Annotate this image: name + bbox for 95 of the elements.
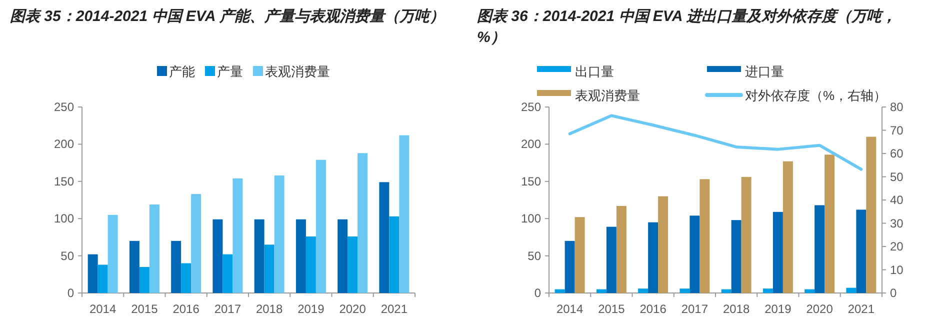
bar: [866, 136, 876, 293]
y-tick-label: 0: [534, 286, 542, 300]
bar: [824, 154, 835, 293]
x-tick-label: 2017: [681, 302, 708, 316]
y-tick-label: 200: [54, 137, 74, 152]
x-tick-label: 2018: [722, 302, 750, 316]
legend-label: 表观消费量: [575, 88, 640, 103]
legend-label: 产量: [217, 64, 243, 79]
bar: [379, 182, 390, 293]
x-tick-label: 2020: [339, 302, 366, 316]
bar: [399, 135, 410, 293]
y-tick-label: 50: [528, 248, 542, 263]
y-tick-label: 50: [60, 248, 74, 263]
bar: [338, 219, 348, 293]
x-tick-label: 2020: [806, 302, 834, 316]
bar: [212, 219, 223, 293]
bar: [658, 196, 668, 293]
x-tick-label: 2021: [380, 302, 408, 316]
y2-tick-label: 10: [890, 262, 904, 277]
bar: [88, 254, 98, 293]
bar: [648, 222, 658, 293]
y-tick-label: 200: [520, 137, 542, 152]
bar: [721, 289, 732, 293]
bar: [731, 220, 742, 293]
bar: [108, 214, 118, 293]
line-series: [568, 114, 863, 171]
x-tick-label: 2018: [256, 302, 283, 316]
bar: [389, 216, 400, 293]
bar: [814, 205, 825, 293]
bar: [606, 226, 616, 293]
x-tick-label: 2015: [598, 302, 626, 316]
y2-tick-label: 0: [890, 286, 897, 300]
x-tick-label: 2019: [298, 302, 325, 316]
bar: [638, 288, 648, 293]
bar: [171, 240, 182, 293]
bar: [554, 289, 565, 293]
bar: [741, 176, 752, 293]
y-tick-label: 0: [67, 286, 74, 300]
x-tick-label: 2014: [89, 302, 116, 316]
y2-tick-label: 60: [890, 146, 904, 160]
y2-tick-label: 70: [890, 123, 904, 138]
bar: [616, 206, 626, 293]
legend-label: 产能: [169, 64, 195, 79]
bar: [564, 240, 575, 293]
x-tick-label: 2021: [848, 302, 875, 316]
y2-tick-label: 50: [890, 170, 904, 184]
bar: [254, 219, 264, 293]
chart-title: 图表 36：2014-2021 中国 EVA 进出口量及对外依存度（万吨，%）: [476, 7, 898, 48]
bar: [804, 289, 815, 293]
bar: [149, 204, 160, 293]
y-tick-label: 100: [520, 212, 542, 226]
bar: [846, 288, 856, 293]
legend-label: 对外依存度（%，右轴）: [745, 88, 887, 103]
bar: [98, 264, 108, 293]
y-tick-label: 150: [54, 174, 74, 188]
bar: [680, 288, 690, 293]
bar: [856, 210, 866, 293]
bar: [316, 160, 326, 293]
y-tick-label: 100: [54, 212, 74, 226]
bar: [700, 179, 710, 293]
bar: [772, 212, 783, 293]
x-tick-label: 2016: [640, 302, 667, 316]
legend-label: 表观消费量: [265, 64, 330, 79]
y2-tick-label: 30: [890, 216, 904, 230]
bar: [348, 236, 358, 293]
bar: [139, 266, 150, 293]
x-tick-label: 2014: [556, 302, 584, 316]
y2-tick-label: 80: [890, 100, 904, 114]
y2-tick-label: 20: [890, 240, 904, 254]
legend-label: 出口量: [575, 64, 614, 79]
bar: [358, 153, 368, 293]
bar: [232, 178, 243, 293]
bar: [690, 216, 700, 293]
bar: [274, 175, 284, 293]
bar: [762, 288, 773, 293]
bar: [574, 217, 585, 293]
bar: [296, 219, 306, 293]
bar: [181, 263, 192, 293]
y-tick-label: 150: [520, 174, 542, 188]
bar: [306, 236, 316, 293]
bar: [129, 240, 140, 293]
y2-tick-label: 40: [890, 193, 904, 207]
x-tick-label: 2016: [172, 302, 200, 316]
x-tick-label: 2017: [214, 302, 242, 316]
y-tick-label: 250: [520, 100, 542, 114]
bar: [782, 161, 793, 293]
bar: [596, 289, 606, 293]
bar: [222, 254, 233, 293]
chart-title: 图表 35：2014-2021 中国 EVA 产能、产量与表观消费量（万吨）: [9, 7, 446, 27]
bar: [191, 194, 202, 293]
y-tick-label: 250: [54, 100, 74, 114]
x-tick-label: 2015: [131, 302, 158, 316]
legend-label: 进口量: [745, 64, 784, 79]
bar: [264, 244, 274, 293]
x-tick-label: 2019: [764, 302, 792, 316]
